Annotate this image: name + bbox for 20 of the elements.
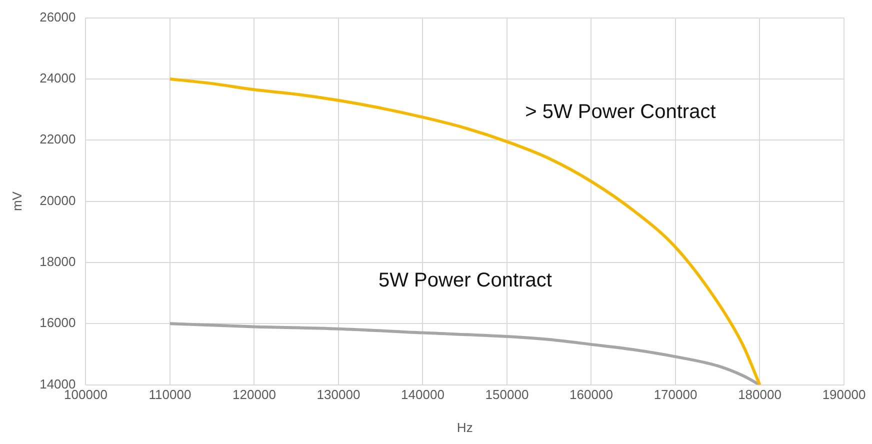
y-axis-title: mV bbox=[9, 191, 24, 212]
y-tick-label: 22000 bbox=[40, 132, 76, 147]
line-series bbox=[168, 77, 762, 385]
x-tick-label: 170000 bbox=[654, 387, 698, 402]
y-tick-label: 26000 bbox=[40, 9, 76, 24]
x-tick-label: 150000 bbox=[485, 387, 529, 402]
x-tick-label: 180000 bbox=[738, 387, 782, 402]
y-tick-label: 24000 bbox=[40, 70, 76, 86]
x-tick-label: 110000 bbox=[148, 387, 192, 402]
x-tick-label: 140000 bbox=[401, 387, 444, 402]
series-label: 5W Power Contract bbox=[378, 269, 552, 292]
x-axis-title: Hz bbox=[456, 420, 473, 435]
y-tick-label: 16000 bbox=[40, 315, 76, 330]
x-tick-label: 160000 bbox=[570, 387, 613, 402]
x-tick-label: 120000 bbox=[232, 387, 276, 402]
series-label: > 5W Power Contract bbox=[525, 101, 716, 123]
x-tick-label: 190000 bbox=[822, 387, 866, 402]
y-tick-label: 18000 bbox=[40, 254, 76, 270]
x-tick-label: 130000 bbox=[316, 387, 360, 402]
y-tick-label: 20000 bbox=[40, 192, 76, 208]
